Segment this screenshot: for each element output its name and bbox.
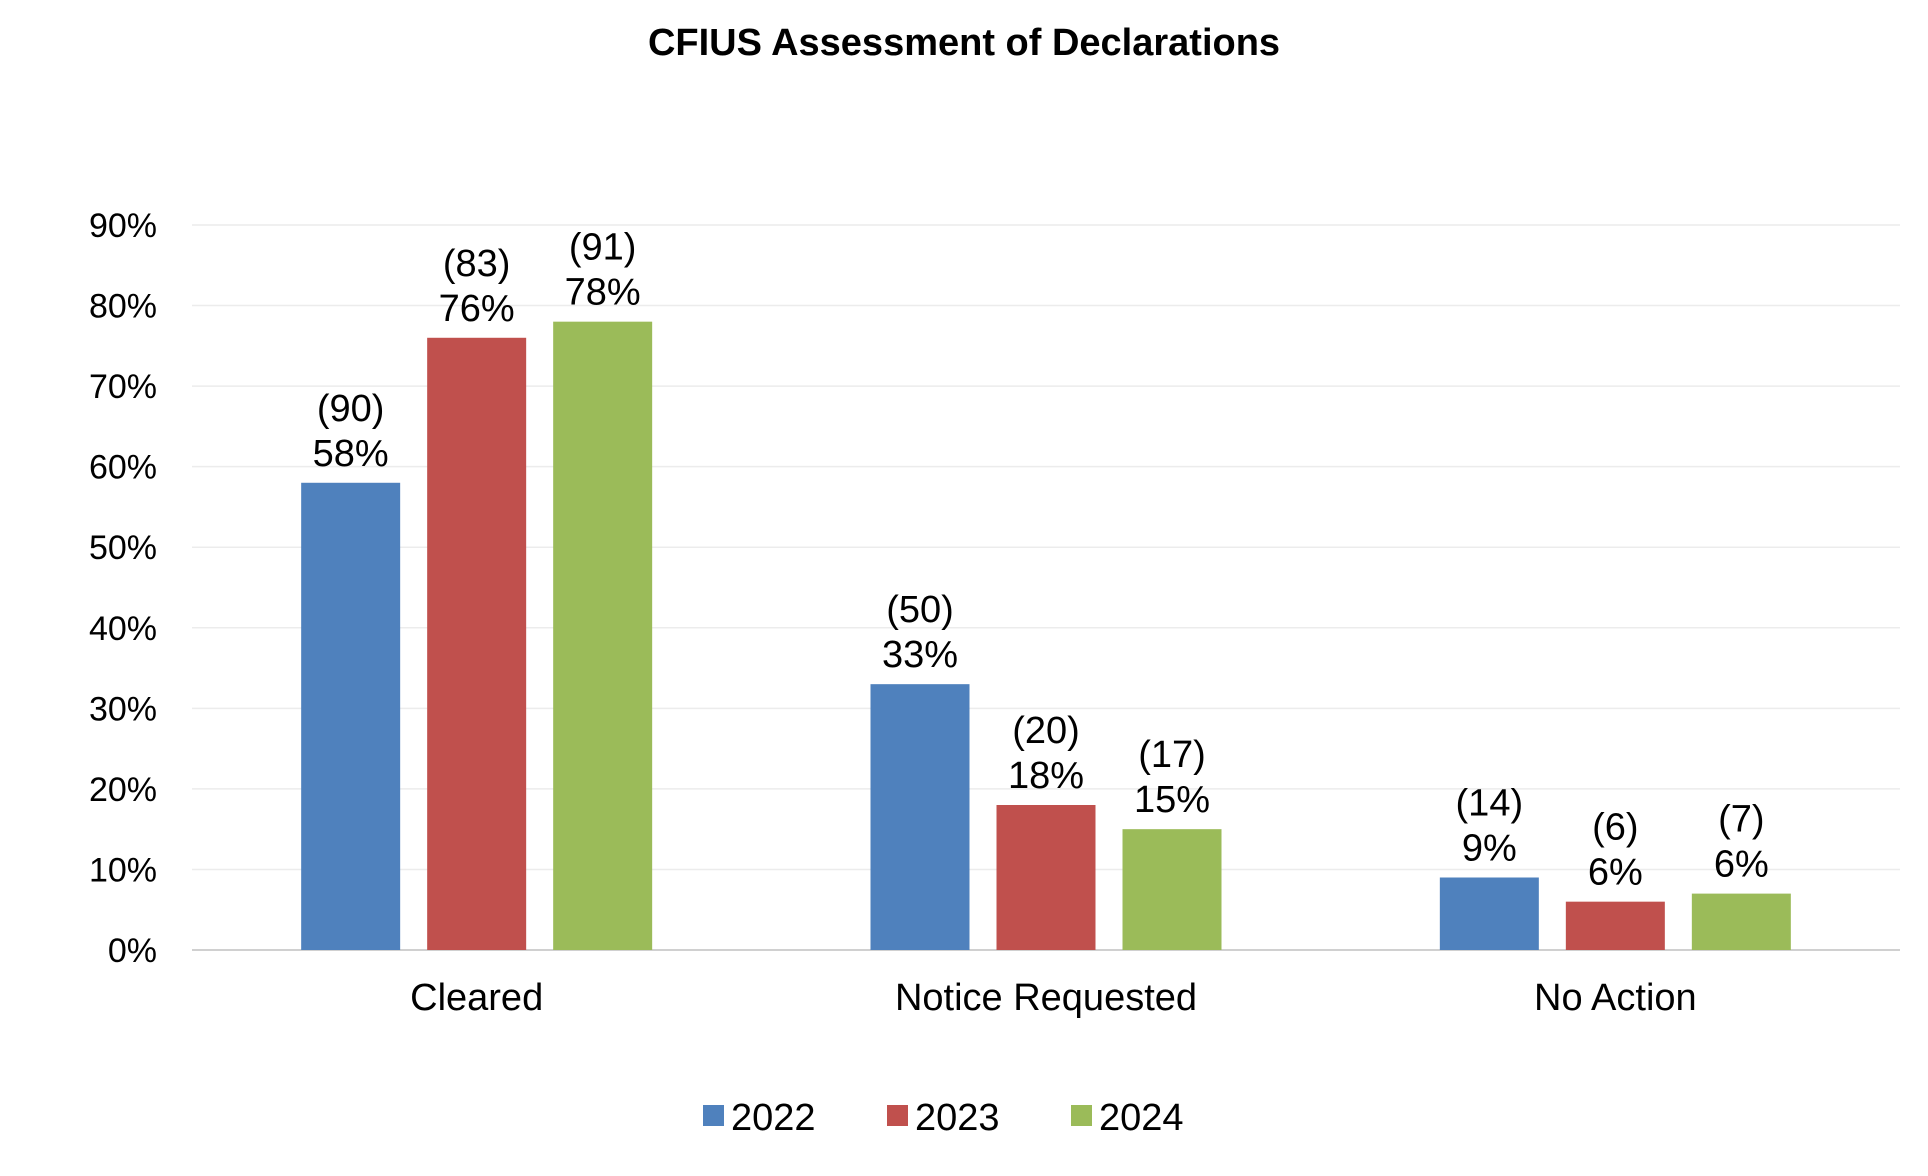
bar-2022-cleared (301, 482, 401, 950)
data-label-count: (50) (886, 589, 954, 631)
data-label-percent: 76% (439, 288, 515, 330)
data-label-count: (17) (1138, 734, 1206, 776)
data-label-count: (83) (443, 243, 511, 285)
data-label-percent: 15% (1134, 779, 1210, 821)
bar-2023-no-action (1565, 901, 1665, 950)
chart-title: CFIUS Assessment of Declarations (647, 22, 1281, 64)
data-label-count: (7) (1718, 799, 1764, 841)
y-tick-label: 80% (89, 288, 157, 326)
y-tick-label: 50% (89, 529, 157, 567)
legend-label-2022: 2022 (731, 1097, 816, 1139)
y-tick-label: 20% (89, 771, 157, 809)
bar-2022-no-action (1439, 877, 1539, 950)
bar-2023-notice-requested (996, 805, 1096, 950)
category-label: Notice Requested (895, 977, 1197, 1019)
y-tick-label: 70% (89, 368, 157, 406)
legend: 2022 2023 2024 (703, 1097, 1184, 1139)
data-label-count: (6) (1592, 807, 1638, 849)
legend-swatch-2024 (1071, 1105, 1092, 1126)
data-label-count: (90) (317, 388, 385, 430)
data-label-percent: 6% (1588, 852, 1643, 894)
legend-swatch-2022 (703, 1105, 724, 1126)
data-label-count: (91) (569, 227, 637, 269)
legend-swatch-2023 (887, 1105, 908, 1126)
bars (301, 321, 1791, 951)
y-tick-label: 40% (89, 610, 157, 648)
category-label: No Action (1534, 977, 1697, 1019)
y-tick-label: 0% (108, 932, 157, 970)
y-axis-ticks: 0% 10% 20% 30% 40% 50% 60% 70% 80% 90% (89, 207, 157, 970)
category-label: Cleared (410, 977, 543, 1019)
x-axis-categories: Cleared Notice Requested No Action (410, 977, 1697, 1019)
data-label-percent: 18% (1008, 755, 1084, 797)
bar-2024-cleared (553, 321, 653, 951)
data-label-percent: 58% (313, 433, 389, 475)
bar-2023-cleared (427, 337, 527, 950)
data-labels: (90)58% (83)76% (91)78% (50)33% (20)18% (17)1… (313, 227, 1769, 894)
data-label-percent: 6% (1714, 844, 1769, 886)
data-label-percent: 33% (882, 634, 958, 676)
y-tick-label: 90% (89, 207, 157, 245)
legend-label-2023: 2023 (915, 1097, 1000, 1139)
data-label-count: (20) (1012, 710, 1080, 752)
data-label-count: (14) (1456, 783, 1524, 825)
y-tick-label: 60% (89, 449, 157, 487)
data-label-percent: 78% (565, 272, 641, 314)
bar-2024-notice-requested (1122, 829, 1222, 950)
y-tick-label: 30% (89, 690, 157, 728)
y-tick-label: 10% (89, 851, 157, 889)
bar-2024-no-action (1691, 893, 1791, 950)
data-label-percent: 9% (1462, 828, 1517, 870)
bar-2022-notice-requested (870, 684, 970, 950)
legend-label-2024: 2024 (1099, 1097, 1184, 1139)
